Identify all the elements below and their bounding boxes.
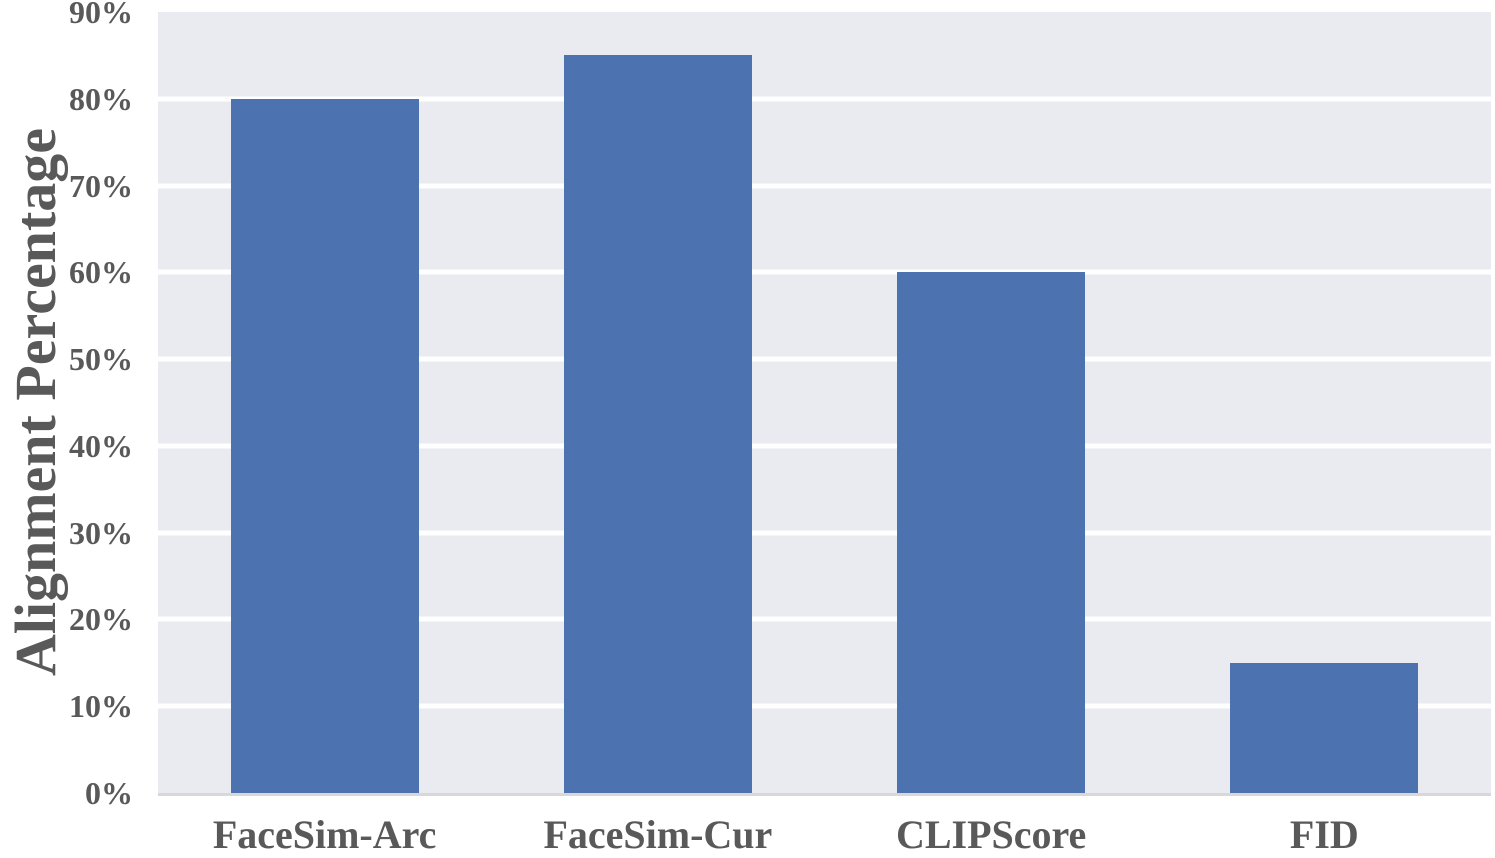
x-axis-labels: FaceSim-Arc FaceSim-Cur CLIPScore FID <box>158 793 1491 858</box>
plot-area <box>158 12 1491 796</box>
y-tick-label: 30% <box>69 514 133 551</box>
bar-facesim-arc <box>230 98 419 793</box>
y-axis-ticks: 0% 10% 20% 30% 40% 50% 60% 70% 80% 90% <box>0 0 133 809</box>
x-category-label: FaceSim-Arc <box>212 812 437 857</box>
y-tick-label: 80% <box>69 80 133 117</box>
gridline <box>158 443 1491 449</box>
y-tick-label: 10% <box>69 688 133 725</box>
y-tick-label: 90% <box>69 0 133 30</box>
bar-clipscore <box>897 272 1086 793</box>
gridline <box>158 183 1491 189</box>
bar-fid <box>1230 662 1419 793</box>
y-tick-label: 40% <box>69 427 133 464</box>
gridline <box>158 703 1491 709</box>
gridline <box>158 616 1491 622</box>
gridline <box>158 530 1491 536</box>
y-tick-label: 60% <box>69 254 133 291</box>
y-tick-label: 50% <box>69 341 133 378</box>
bar-facesim-cur <box>563 55 752 793</box>
gridline <box>158 356 1491 362</box>
y-tick-label: 0% <box>85 775 133 811</box>
y-tick-label: 20% <box>69 601 133 638</box>
x-category-label: FaceSim-Cur <box>543 812 773 857</box>
x-category-label: CLIPScore <box>895 812 1087 857</box>
gridline <box>158 96 1491 102</box>
y-tick-label: 70% <box>69 167 133 204</box>
gridline <box>158 269 1491 275</box>
x-category-label: FID <box>1289 812 1359 857</box>
